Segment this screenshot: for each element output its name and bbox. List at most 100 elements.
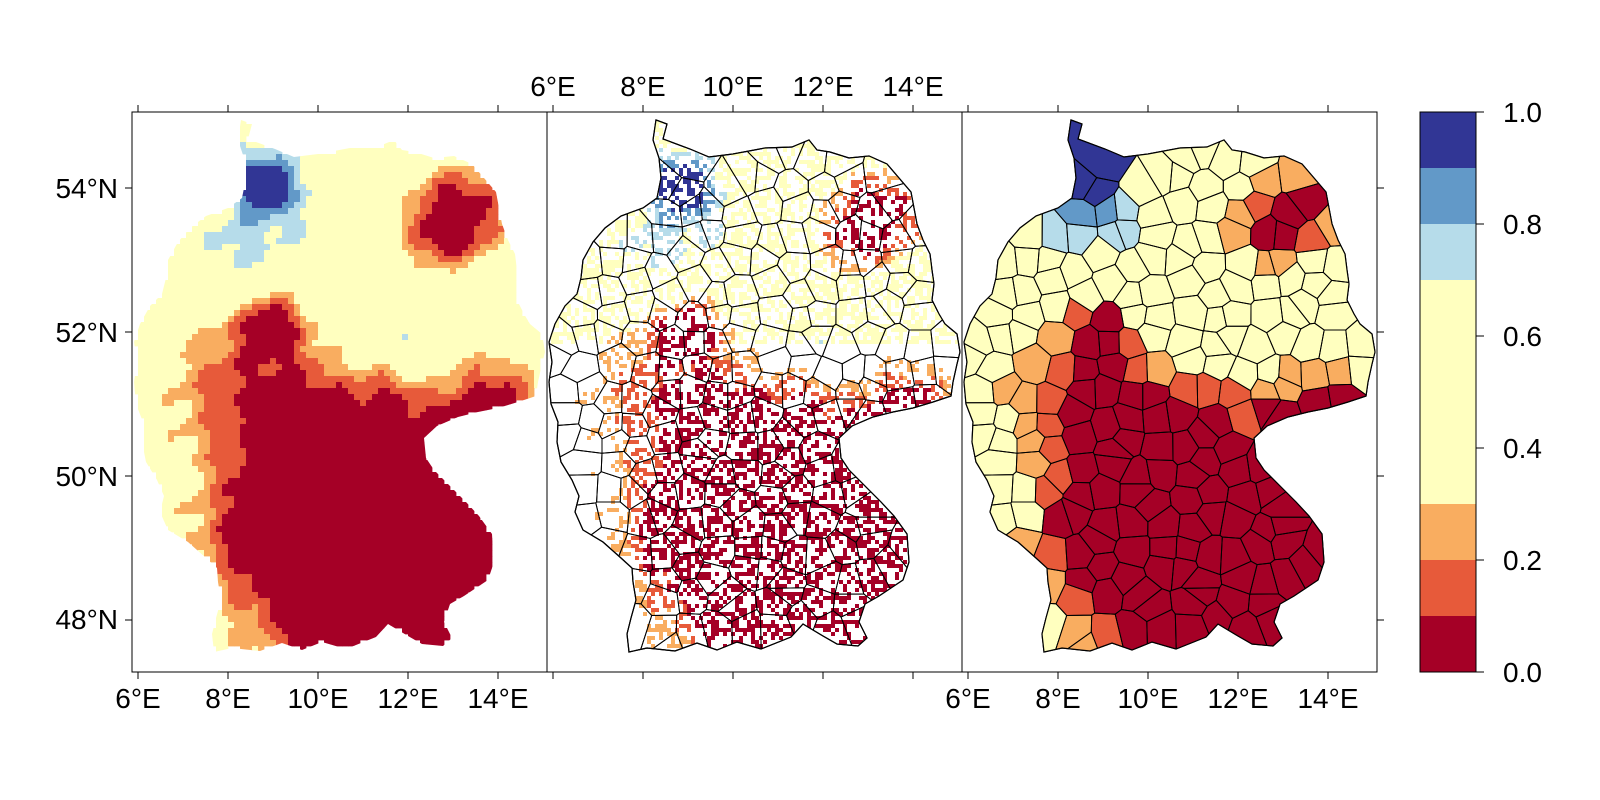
raster-cell [318, 280, 325, 287]
raster-cell [276, 538, 283, 545]
raster-cell [180, 244, 187, 251]
raster-cell [204, 418, 211, 425]
raster-cell [288, 472, 295, 479]
station-point [819, 196, 823, 200]
raster-cell [384, 616, 391, 623]
station-point [727, 176, 731, 180]
raster-cell [366, 256, 373, 263]
raster-cell [330, 586, 337, 593]
station-point [875, 200, 879, 204]
raster-cell [288, 640, 295, 647]
raster-cell [444, 184, 451, 191]
raster-cell [312, 346, 319, 353]
raster-cell [438, 586, 445, 593]
raster-cell [342, 598, 349, 605]
raster-cell [192, 400, 199, 407]
raster-cell [258, 310, 265, 317]
raster-cell [504, 370, 511, 377]
raster-cell [168, 256, 175, 263]
raster-cell [174, 280, 181, 287]
raster-cell [378, 166, 385, 173]
raster-cell [426, 406, 433, 413]
raster-cell [366, 412, 373, 419]
raster-cell [246, 346, 253, 353]
raster-cell [216, 508, 223, 515]
raster-cell [498, 232, 505, 239]
raster-cell [432, 502, 439, 509]
raster-cell [282, 274, 289, 281]
raster-cell [336, 184, 343, 191]
raster-cell [426, 526, 433, 533]
raster-cell [210, 640, 217, 647]
raster-cell [228, 316, 235, 323]
raster-cell [318, 634, 325, 641]
raster-cell [228, 484, 235, 491]
raster-cell [408, 190, 415, 197]
raster-cell [336, 358, 343, 365]
raster-cell [492, 238, 499, 245]
raster-cell [312, 436, 319, 443]
raster-cell [210, 454, 217, 461]
raster-cell [396, 484, 403, 491]
raster-cell [336, 622, 343, 629]
raster-cell [330, 520, 337, 527]
raster-cell [186, 490, 193, 497]
raster-cell [330, 262, 337, 269]
raster-cell [330, 568, 337, 575]
station-point [767, 236, 771, 240]
raster-cell [216, 244, 223, 251]
raster-cell [438, 370, 445, 377]
raster-cell [138, 382, 145, 389]
raster-cell [372, 298, 379, 305]
raster-cell [438, 358, 445, 365]
raster-cell [282, 628, 289, 635]
raster-cell [240, 628, 247, 635]
raster-cell [240, 532, 247, 539]
raster-cell [342, 502, 349, 509]
raster-cell [474, 334, 481, 341]
raster-cell [252, 646, 259, 652]
raster-cell [504, 244, 511, 251]
raster-cell [162, 388, 169, 395]
raster-cell [156, 418, 163, 425]
raster-cell [252, 166, 259, 173]
raster-cell [324, 358, 331, 365]
raster-cell [486, 190, 493, 197]
raster-cell [432, 232, 439, 239]
station-point [699, 168, 703, 172]
raster-cell [222, 580, 229, 587]
raster-cell [342, 250, 349, 257]
raster-cell [144, 382, 151, 389]
raster-cell [264, 520, 271, 527]
raster-cell [390, 448, 397, 455]
raster-cell [264, 586, 271, 593]
station-point [659, 188, 663, 192]
raster-cell [378, 406, 385, 413]
raster-cell [204, 460, 211, 467]
raster-cell [324, 478, 331, 485]
raster-cell [366, 496, 373, 503]
raster-cell [216, 544, 223, 551]
raster-cell [420, 286, 427, 293]
raster-cell [366, 598, 373, 605]
raster-cell [468, 370, 475, 377]
raster-cell [498, 274, 505, 281]
raster-cell [162, 376, 169, 383]
station-point [867, 184, 871, 188]
raster-cell [318, 298, 325, 305]
station-point [723, 200, 727, 204]
raster-cell [420, 472, 427, 479]
station-point [803, 188, 807, 192]
raster-cell [240, 634, 247, 641]
raster-cell [240, 196, 247, 203]
raster-cell [180, 436, 187, 443]
station-point [843, 208, 847, 212]
raster-cell [450, 322, 457, 329]
station-point [651, 200, 655, 204]
raster-cell [444, 562, 451, 569]
station-point [639, 208, 643, 212]
raster-cell [348, 598, 355, 605]
raster-cell [258, 544, 265, 551]
station-point [639, 216, 643, 220]
raster-cell [426, 556, 433, 563]
